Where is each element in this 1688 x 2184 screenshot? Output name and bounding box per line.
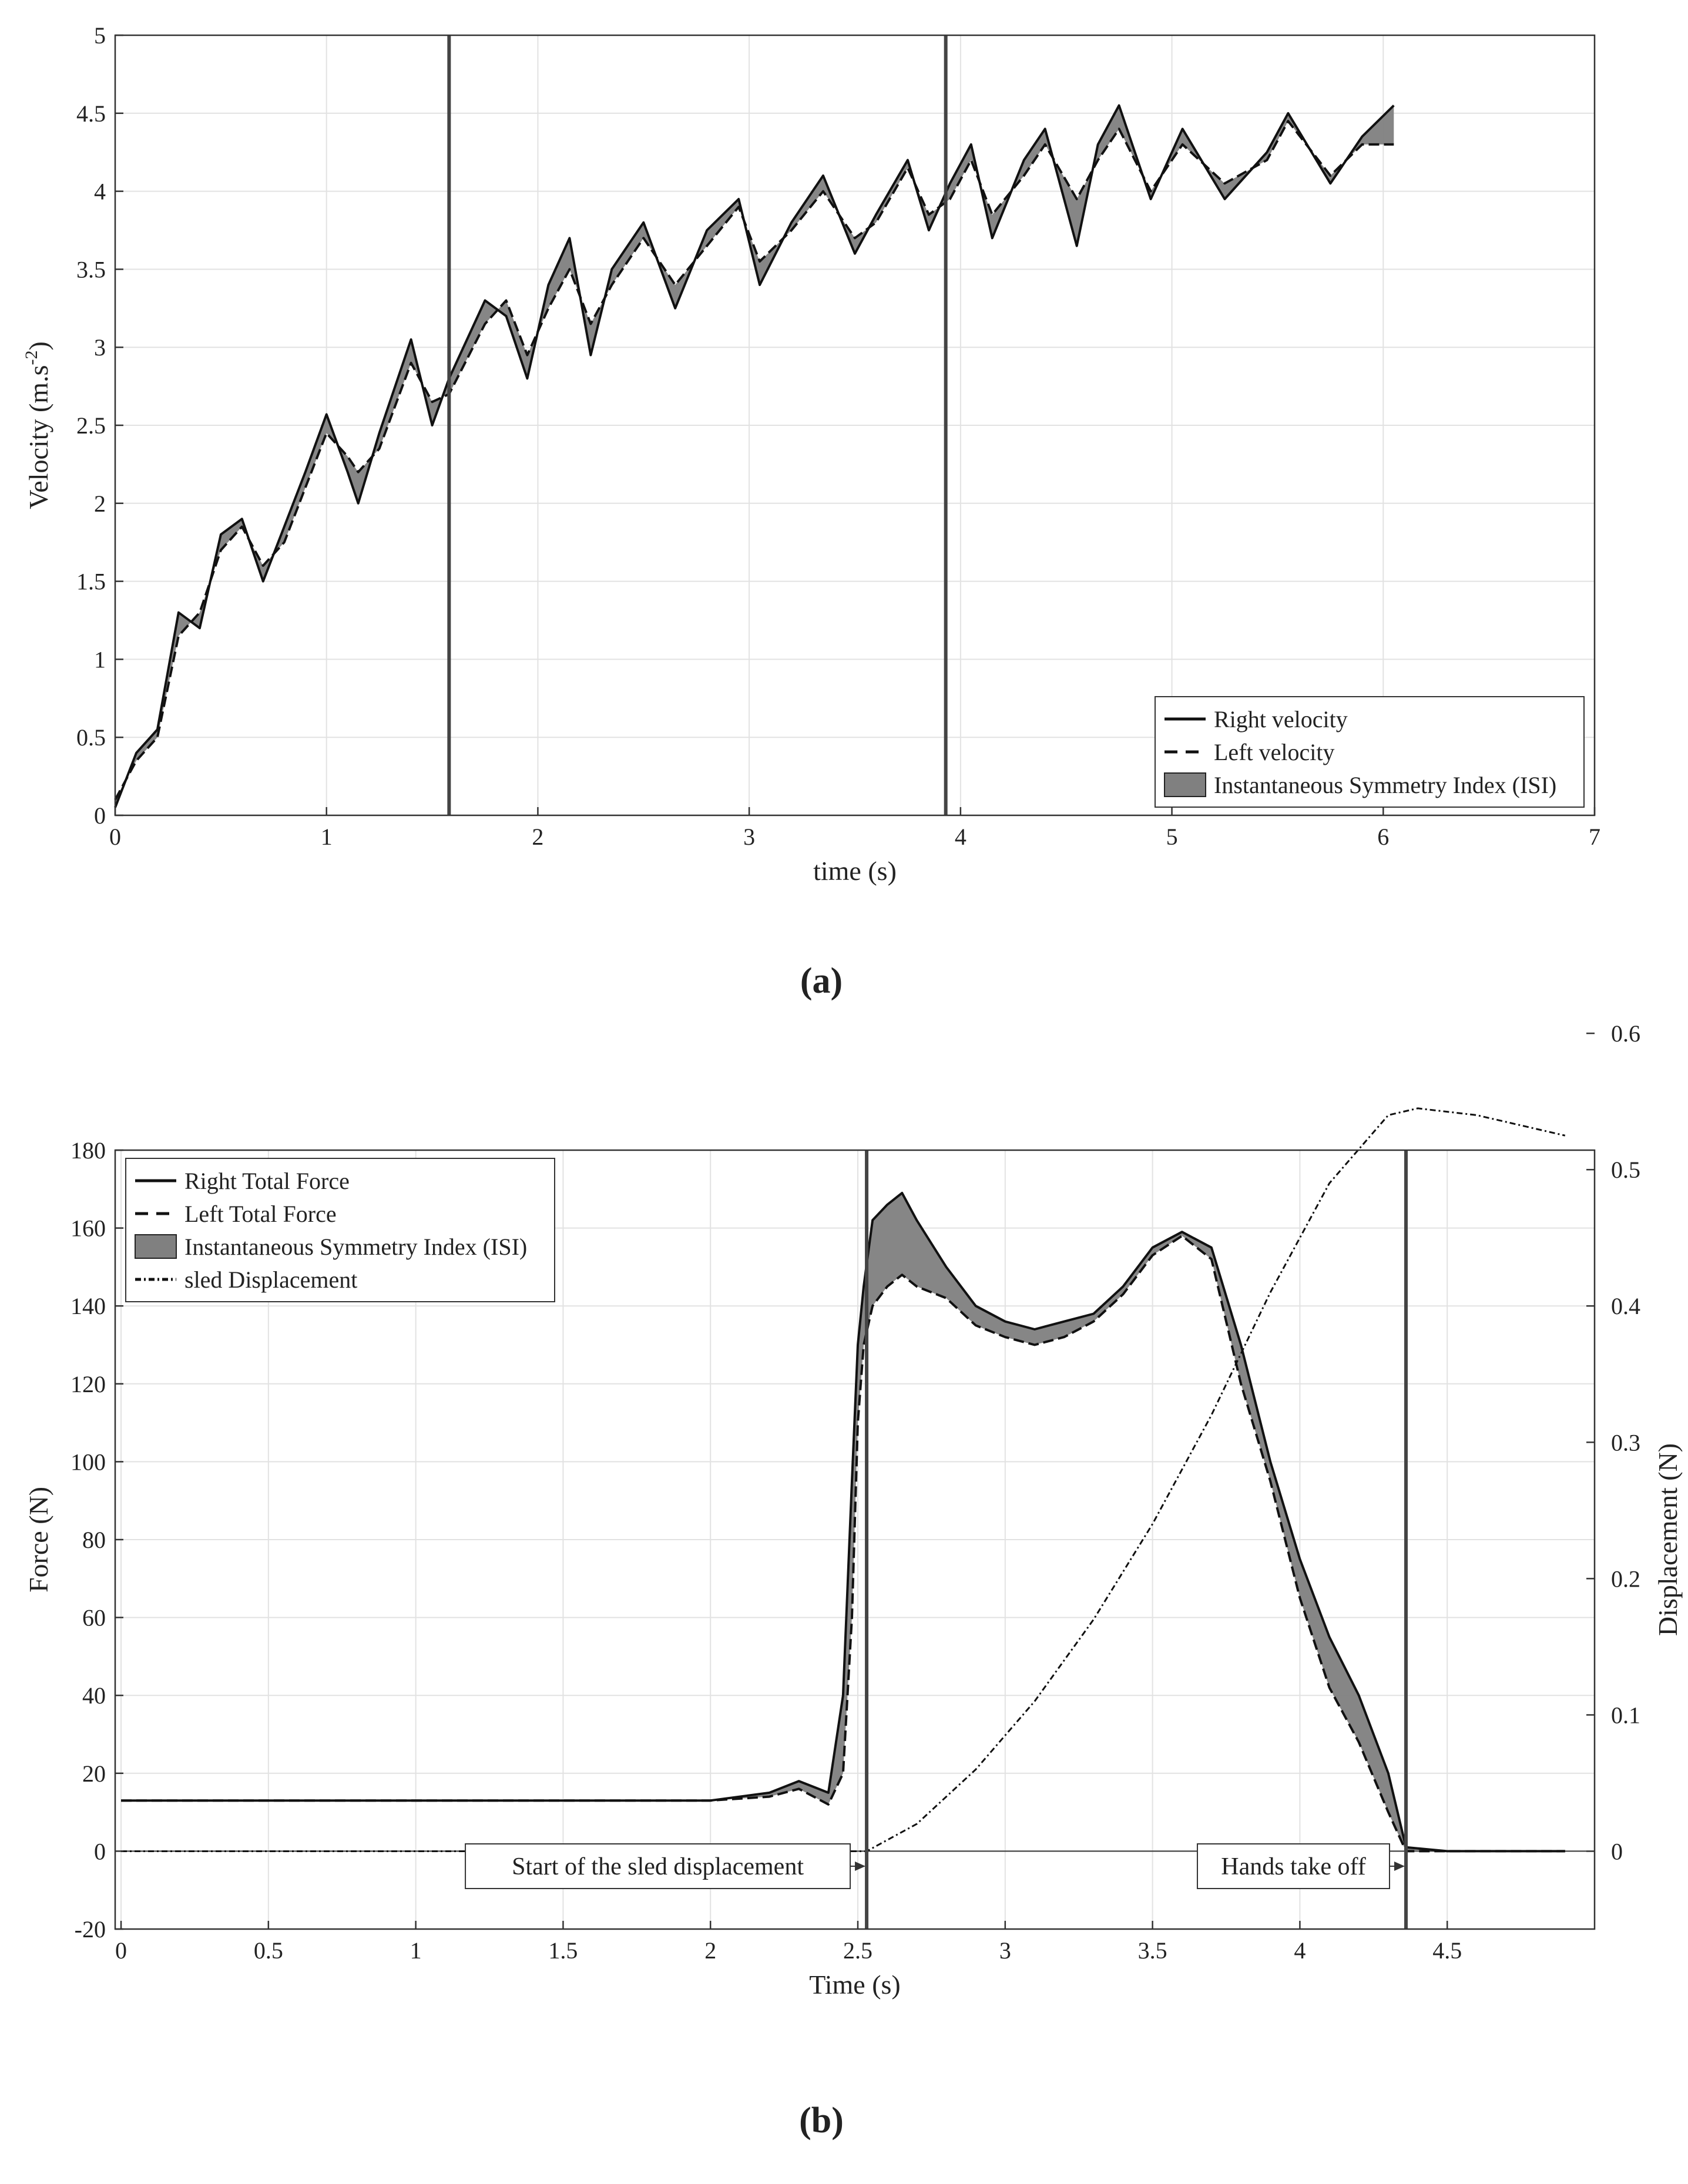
legend-label: Right Total Force <box>184 1168 350 1194</box>
x-tick-label: 3 <box>999 1937 1011 1964</box>
y2-tick-label: 0.1 <box>1611 1702 1640 1728</box>
y2-tick-label: 0.5 <box>1611 1157 1640 1183</box>
chart-b: 0 0.5 1 1.5 2 2.5 3 3.5 4 4.5 -20 0 20 40 60 80 100 120 14… <box>24 1020 1683 2141</box>
x-tick-label: 3.5 <box>1138 1937 1167 1964</box>
x-tick-label: 0 <box>109 824 121 850</box>
y-tick-label: 1.5 <box>76 569 106 595</box>
y-tick-label: 20 <box>82 1760 106 1787</box>
panel-label: (a) <box>800 961 843 1001</box>
y-tick-label: 0.5 <box>76 724 106 751</box>
x-tick-label: 7 <box>1589 824 1600 850</box>
legend-swatch-isi <box>135 1234 177 1259</box>
y-tick-label: 0 <box>94 1838 106 1864</box>
annotation-box-1 <box>1196 1843 1390 1889</box>
legend-box <box>1155 696 1585 808</box>
series-line-0 <box>121 1191 1565 1853</box>
y-tick-label: 2 <box>94 490 106 517</box>
y-tick-label: 140 <box>71 1293 106 1319</box>
x-tick-label: 4 <box>1294 1937 1306 1964</box>
y-tick-label: 80 <box>82 1527 106 1553</box>
annotation-arrowhead-1 <box>1394 1862 1405 1871</box>
x-axis-title: time (s) <box>813 856 897 886</box>
x-tick-label: 2 <box>704 1937 716 1964</box>
y-tick-label: -20 <box>75 1916 106 1943</box>
legend-label: sled Displacement <box>184 1266 357 1293</box>
y-tick-label: 180 <box>71 1137 106 1164</box>
legend: Right velocity Left velocity Instantaneous… <box>1155 696 1585 808</box>
annotation-label-1: Hands take off <box>1221 1853 1365 1880</box>
y2-tick-label: 0.6 <box>1611 1020 1640 1047</box>
legend-label: Left velocity <box>1214 739 1334 765</box>
x-tick-label: 2.5 <box>843 1937 872 1964</box>
x-axis-title: Time (s) <box>809 1970 901 2000</box>
annotation-arrowhead-0 <box>855 1862 866 1871</box>
x-tick-label: 4 <box>955 824 967 850</box>
x-tick-label: 6 <box>1377 824 1389 850</box>
y-tick-label: 120 <box>71 1371 106 1397</box>
x-tick-label: 1.5 <box>548 1937 578 1964</box>
legend: Right Total Force Left Total Force Instant… <box>125 1158 555 1302</box>
legend-swatch-isi <box>1164 772 1206 797</box>
series-line-1 <box>121 1234 1565 1853</box>
annotation-label-0: Start of the sled displacement <box>512 1853 804 1880</box>
isi-fill <box>121 1192 1565 1852</box>
series-line-0 <box>114 104 1395 808</box>
x-tick-label: 5 <box>1166 824 1178 850</box>
y2-tick-label: 0.3 <box>1611 1429 1640 1456</box>
y-tick-label: 4.5 <box>76 100 106 127</box>
x-tick-label: 1 <box>410 1937 422 1964</box>
y-tick-label: 2.5 <box>76 412 106 439</box>
legend-box <box>125 1158 555 1302</box>
legend-label: Right velocity <box>1214 706 1348 733</box>
panel-label: (b) <box>799 2101 844 2141</box>
y2-tick-label: 0.4 <box>1611 1293 1640 1319</box>
y2-tick-label: 0 <box>1611 1838 1623 1864</box>
y-tick-label: 5 <box>94 22 106 49</box>
legend-label: Instantaneous Symmetry Index (ISI) <box>1214 772 1556 798</box>
x-tick-label: 3 <box>743 824 755 850</box>
y-tick-label: 160 <box>71 1215 106 1242</box>
x-tick-label: 0.5 <box>254 1937 283 1964</box>
y-tick-label: 3 <box>94 334 106 361</box>
y-tick-label: 60 <box>82 1605 106 1631</box>
legend-label: Instantaneous Symmetry Index (ISI) <box>184 1234 527 1260</box>
y-axis-title: Velocity (m.s-2) <box>22 341 53 509</box>
legend-label: Left Total Force <box>184 1201 337 1227</box>
y2-tick-label: 0.2 <box>1611 1565 1640 1592</box>
x-tick-label: 1 <box>321 824 333 850</box>
chart-a: 0 1 2 3 4 5 6 7 0 0.5 1 1.5 2 2.5 3 3.5 4 4.5 5 time (s) Vel… <box>22 22 1600 1001</box>
y-axis-title: Force (N) <box>24 1487 53 1592</box>
y-tick-label: 40 <box>82 1682 106 1709</box>
y-tick-label: 3.5 <box>76 256 106 283</box>
x-tick-label: 4.5 <box>1432 1937 1462 1964</box>
y-tick-label: 1 <box>94 646 106 673</box>
y-tick-label: 0 <box>94 802 106 829</box>
y-tick-label: 100 <box>71 1449 106 1475</box>
x-tick-label: 2 <box>532 824 543 850</box>
y-tick-label: 4 <box>94 179 106 205</box>
series-line-1 <box>114 120 1394 801</box>
y2-axis-title: Displacement (N) <box>1653 1443 1683 1636</box>
x-tick-label: 0 <box>115 1937 127 1964</box>
